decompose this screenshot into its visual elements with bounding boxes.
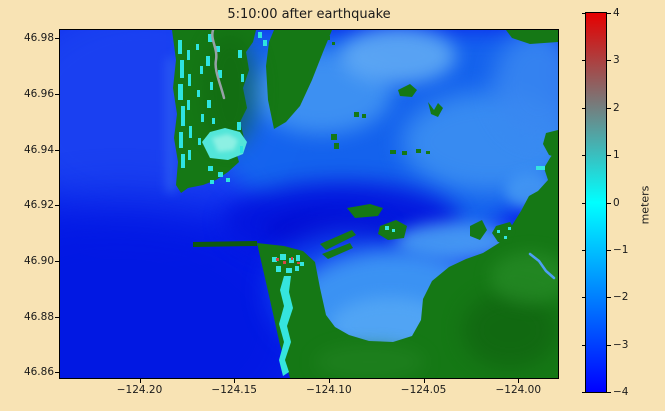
northeast-corner-land	[506, 30, 558, 44]
land-shade-southeast	[462, 292, 558, 368]
x-tick-mark	[139, 379, 141, 383]
colorbar-tick-mark	[582, 107, 585, 109]
colorbar-tick-mark	[607, 392, 611, 393]
jetty	[193, 241, 257, 247]
x-tick-label: −124.00	[495, 384, 542, 396]
colorbar-tick-mark	[582, 13, 585, 14]
y-tick-mark	[55, 316, 59, 318]
x-tick-label: −124.15	[211, 384, 257, 396]
colorbar-tick-mark	[582, 297, 585, 299]
westport-flood-strip	[279, 276, 293, 376]
y-tick-label: 46.88	[23, 310, 54, 323]
building-specks	[276, 257, 300, 264]
x-tick-mark	[328, 379, 330, 383]
colorbar-tick-label: −3	[613, 338, 629, 351]
bay-islets	[326, 36, 443, 155]
colorbar-tick-label: 4	[613, 7, 620, 19]
y-tick-label: 46.92	[23, 199, 54, 212]
y-tick-mark	[55, 149, 59, 151]
colorbar-tick-mark	[607, 297, 611, 299]
y-tick-label: 46.86	[23, 366, 54, 379]
harbor-islands	[320, 204, 516, 259]
colorbar-tick-mark	[582, 60, 585, 62]
y-tick-mark	[55, 261, 59, 263]
east-shore-patch	[543, 130, 558, 158]
harbor-shallow-northeast	[493, 30, 558, 140]
colorbar-tick-mark	[582, 202, 585, 204]
northspit-nearshore-water	[166, 58, 176, 192]
y-tick-mark	[55, 372, 59, 374]
colorbar-tick-mark	[607, 13, 611, 14]
x-tick-label: −124.20	[116, 384, 163, 396]
y-tick-label: 46.96	[23, 88, 54, 101]
plot-title: 5:10:00 after earthquake	[227, 7, 391, 22]
north-shore-land	[266, 30, 332, 129]
coast-road	[211, 30, 226, 100]
land-light-southbay	[315, 344, 425, 378]
x-tick-mark	[423, 379, 425, 383]
beach-flood-stripes	[178, 40, 192, 168]
colorbar-tick-mark	[582, 155, 585, 157]
x-tick-label: −124.10	[306, 384, 352, 396]
oyhut-flood-core	[212, 134, 238, 152]
colorbar-tick-label: 2	[613, 101, 620, 114]
colorbar-tick-mark	[582, 249, 585, 251]
spit-flood-specks	[196, 32, 267, 184]
colorbar-tick-mark	[607, 155, 611, 157]
colorbar-tick-mark	[607, 249, 611, 251]
map-axes	[59, 29, 559, 379]
x-tick-mark	[234, 379, 236, 383]
colorbar-label: meters	[638, 185, 652, 225]
y-tick-mark	[55, 38, 59, 40]
x-tick-mark	[518, 379, 520, 383]
colorbar-tick-label: −2	[613, 291, 629, 304]
colorbar-tick-label: 0	[613, 196, 620, 209]
colorbar-tick-label: −4	[613, 386, 629, 398]
y-tick-mark	[55, 94, 59, 96]
colorbar-tick-label: 1	[613, 149, 620, 162]
elk-river	[528, 252, 556, 280]
y-tick-mark	[55, 205, 59, 207]
colorbar-tick-mark	[582, 392, 585, 393]
y-tick-label: 46.94	[23, 143, 54, 156]
y-tick-label: 46.90	[23, 255, 54, 268]
colorbar-tick-label: −1	[613, 243, 629, 256]
x-tick-label: −124.05	[400, 384, 447, 396]
harbor-shallow-top	[340, 30, 456, 84]
y-tick-label: 46.98	[23, 32, 54, 45]
colorbar-tick-label: 3	[613, 54, 620, 67]
colorbar-tick-mark	[607, 344, 611, 346]
colorbar-tick-mark	[607, 60, 611, 62]
westport-flood-specks	[272, 254, 304, 273]
colorbar-gradient	[586, 13, 606, 392]
colorbar-tick-mark	[607, 107, 611, 109]
colorbar	[585, 12, 607, 393]
colorbar-tick-mark	[607, 202, 611, 204]
heatmap-canvas	[60, 30, 558, 378]
colorbar-tick-mark	[582, 344, 585, 346]
